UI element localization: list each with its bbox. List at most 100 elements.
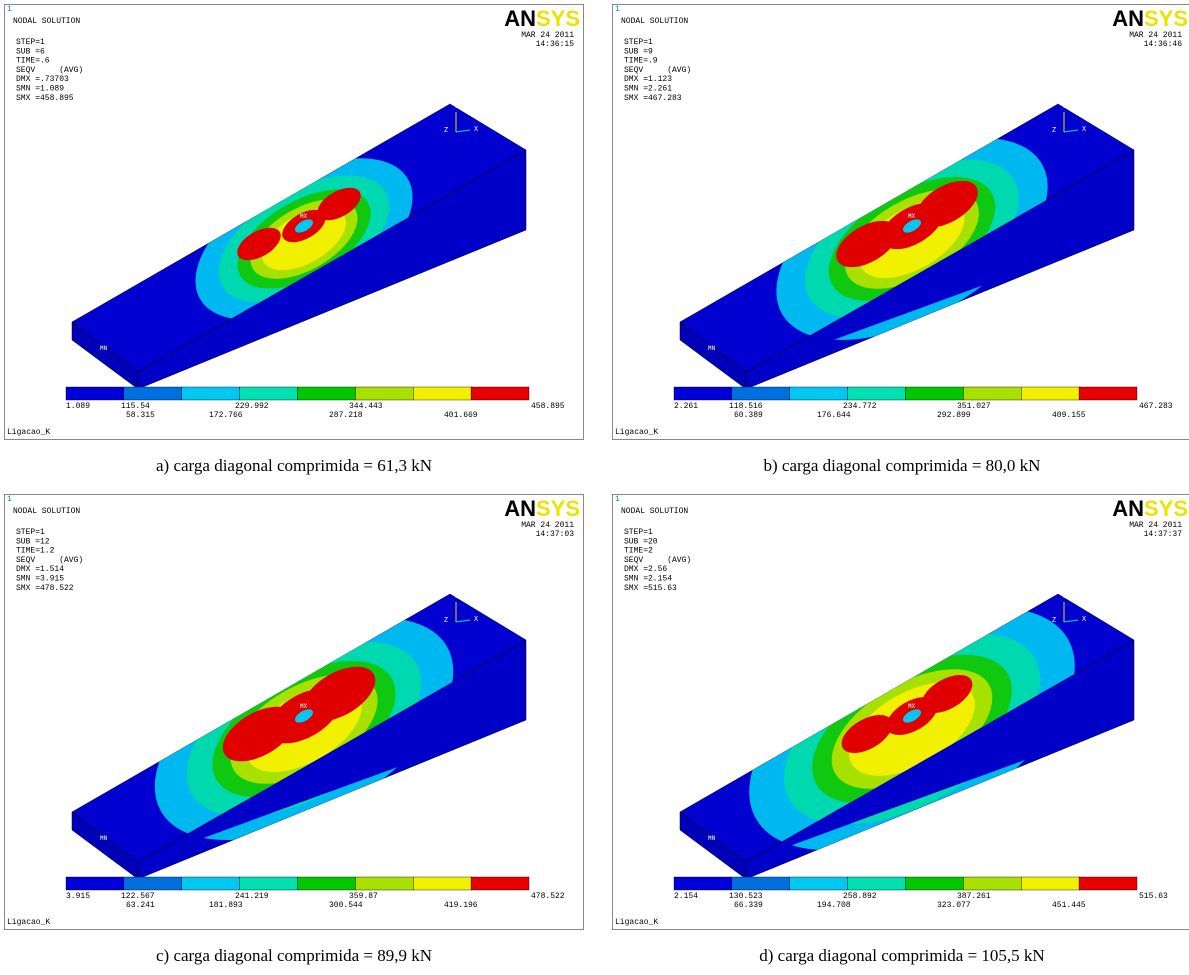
legend-swatch [906, 877, 964, 890]
info-line: DMX =2.56 [624, 565, 667, 574]
figure: 1NODAL SOLUTIONSTEP=1SUB =6TIME=.6SEQV (… [0, 0, 1189, 975]
legend-swatch [732, 877, 790, 890]
info-line: DMX =.73703 [16, 75, 69, 84]
legend-swatch [732, 387, 790, 400]
legend-label: 172.766 [209, 411, 243, 420]
legend-swatch [963, 387, 1021, 400]
legend-swatch [355, 387, 413, 400]
info-line: SMN =2.154 [624, 575, 672, 584]
legend-label: 58.315 [126, 411, 155, 420]
time: 14:36:15 [536, 40, 575, 49]
legend-label: 234.772 [843, 402, 877, 411]
legend-label: 118.516 [729, 402, 763, 411]
legend-swatch [66, 877, 124, 890]
max-label: MX [908, 703, 916, 710]
window-number: 1 [615, 5, 620, 14]
info-line: DMX =1.123 [624, 75, 672, 84]
info-line: TIME=.6 [16, 57, 50, 66]
footer: Ligacao_K [7, 918, 50, 927]
legend-swatch [355, 877, 413, 890]
info-line: SUB =9 [624, 47, 653, 56]
info-line: SMN =3.915 [16, 575, 64, 584]
info-line: TIME=2 [624, 547, 653, 556]
caption: a) carga diagonal comprimida = 61,3 kN [4, 456, 584, 476]
legend-label: 458.895 [531, 402, 565, 411]
info-line: SUB =20 [624, 537, 658, 546]
legend-swatch [848, 387, 906, 400]
logo: ANSYS [504, 6, 580, 31]
info-line: SMN =1.089 [16, 85, 64, 94]
min-label: MN [100, 345, 108, 352]
info-line: STEP=1 [16, 528, 45, 537]
time: 14:37:03 [536, 530, 575, 539]
legend-label: 60.389 [734, 411, 763, 420]
legend-label: 115.54 [121, 402, 150, 411]
info-line: STEP=1 [624, 38, 653, 47]
legend-label: 130.523 [729, 892, 763, 901]
triad-label: Z [444, 127, 448, 135]
legend-swatch [674, 877, 732, 890]
legend-swatch [182, 387, 240, 400]
info-line: SMX =515.63 [624, 584, 677, 593]
info-line: DMX =1.514 [16, 565, 64, 574]
legend-label: 451.445 [1052, 901, 1086, 910]
info-line: TIME=1.2 [16, 547, 55, 556]
date: MAR 24 2011 [521, 31, 574, 40]
legend-label: 300.544 [329, 901, 363, 910]
window-number: 1 [615, 495, 620, 504]
footer: Ligacao_K [615, 428, 658, 437]
legend-label: 66.339 [734, 901, 763, 910]
legend-swatch [1079, 387, 1137, 400]
caption: c) carga diagonal comprimida = 89,9 kN [4, 946, 584, 966]
legend-label: 1.089 [66, 402, 90, 411]
caption: d) carga diagonal comprimida = 105,5 kN [612, 946, 1189, 966]
info-line: SEQV (AVG) [16, 556, 83, 565]
info-line: STEP=1 [16, 38, 45, 47]
legend-label: 419.196 [444, 901, 478, 910]
legend-swatch [124, 877, 182, 890]
legend-label: 181.893 [209, 901, 243, 910]
legend-swatch [471, 387, 529, 400]
header: NODAL SOLUTION [13, 17, 80, 26]
caption: b) carga diagonal comprimida = 80,0 kN [612, 456, 1189, 476]
legend-swatch [298, 877, 356, 890]
panel: 1NODAL SOLUTION STEP=1SUB =12TIME=1.2SEQV… [4, 494, 584, 930]
legend-label: 287.218 [329, 411, 363, 420]
legend-swatch [471, 877, 529, 890]
legend-swatch [1021, 387, 1079, 400]
logo: ANSYS [1112, 6, 1188, 31]
header: NODAL SOLUTION [13, 507, 80, 516]
legend-swatch [906, 387, 964, 400]
info-line: SUB =12 [16, 537, 50, 546]
info-line: SUB =6 [16, 47, 45, 56]
info-line: SMN =2.261 [624, 85, 672, 94]
legend-label: 2.261 [674, 402, 698, 411]
legend-label: 467.283 [1139, 402, 1173, 411]
legend-label: 2.154 [674, 892, 698, 901]
legend-swatch [413, 387, 471, 400]
legend-swatch [1021, 877, 1079, 890]
ansys-window: 1NODAL SOLUTION STEP=1SUB =12TIME=1.2SEQV… [4, 494, 584, 930]
date: MAR 24 2011 [521, 521, 574, 530]
window-number: 1 [7, 5, 12, 14]
legend-swatch [124, 387, 182, 400]
legend-label: 176.644 [817, 411, 851, 420]
max-label: MX [300, 703, 308, 710]
legend-label: 229.992 [235, 402, 269, 411]
info-line: SMX =467.283 [624, 94, 682, 103]
footer: Ligacao_K [7, 428, 50, 437]
max-label: MX [300, 213, 308, 220]
info-line: STEP=1 [624, 528, 653, 537]
legend-label: 387.261 [957, 892, 991, 901]
legend-swatch [963, 877, 1021, 890]
legend-swatch [240, 387, 298, 400]
legend-label: 351.027 [957, 402, 991, 411]
min-label: MN [708, 345, 716, 352]
legend-swatch [413, 877, 471, 890]
min-label: MN [708, 835, 716, 842]
time: 14:36:46 [1144, 40, 1183, 49]
window-number: 1 [7, 495, 12, 504]
info-line: SMX =458.895 [16, 94, 74, 103]
